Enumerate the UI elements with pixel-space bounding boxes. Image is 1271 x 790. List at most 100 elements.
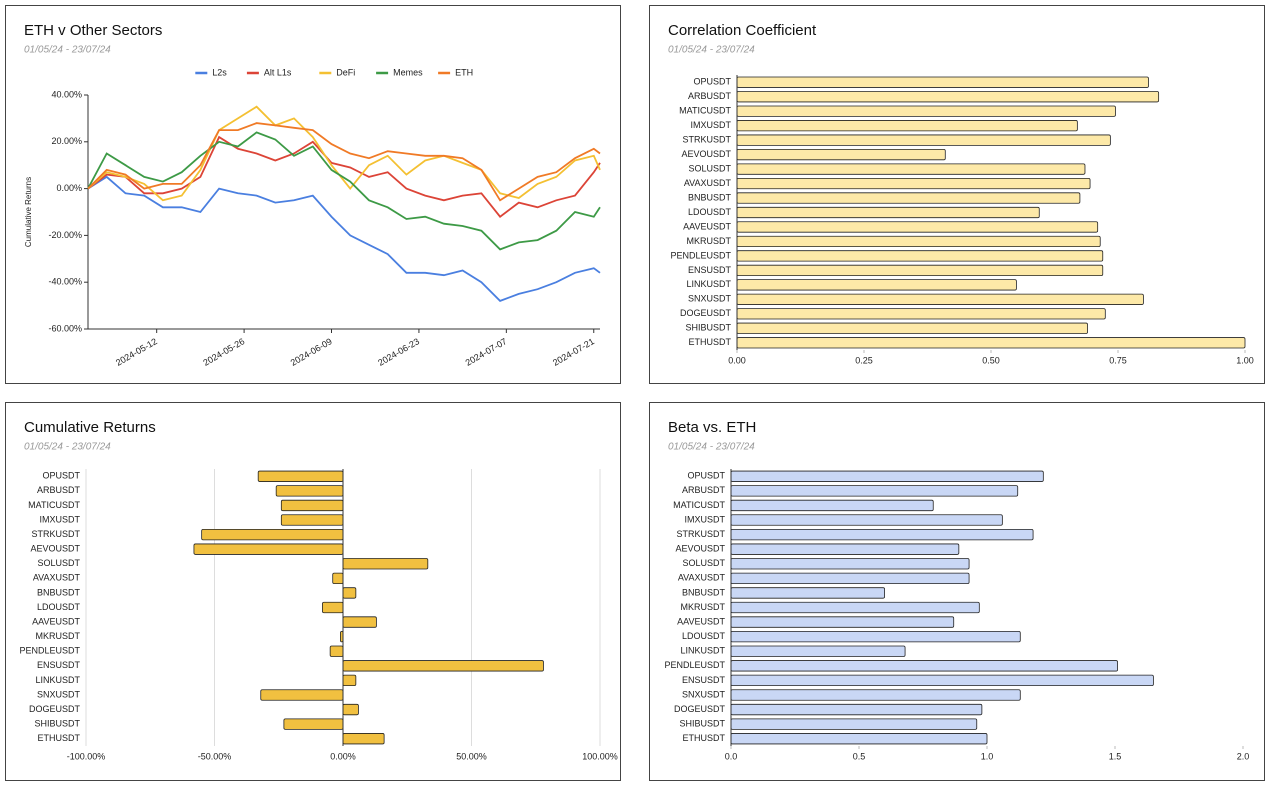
category-label: SNXUSDT bbox=[688, 294, 732, 304]
bar bbox=[730, 616, 955, 628]
chart-title: Cumulative Returns bbox=[24, 419, 156, 436]
series-line bbox=[87, 135, 601, 218]
bar bbox=[736, 177, 1091, 190]
legend-label: Memes bbox=[393, 67, 423, 77]
bar bbox=[730, 558, 970, 570]
category-label: PENDLEUSDT bbox=[19, 646, 80, 656]
bar bbox=[736, 192, 1081, 204]
category-label: DOGEUSDT bbox=[674, 704, 726, 714]
bar bbox=[736, 264, 1104, 277]
bar bbox=[342, 587, 357, 599]
category-label: STRKUSDT bbox=[682, 135, 731, 145]
category-label: SOLUSDT bbox=[37, 558, 80, 568]
x-tick-label: -100.00% bbox=[67, 751, 106, 761]
bar bbox=[342, 558, 429, 570]
category-label: LDOUSDT bbox=[688, 207, 732, 217]
bar bbox=[275, 485, 344, 497]
bar bbox=[730, 733, 988, 745]
chart-subtitle: 01/05/24 - 23/07/24 bbox=[668, 45, 755, 56]
bar bbox=[322, 601, 344, 614]
bar bbox=[736, 322, 1088, 334]
bar bbox=[730, 528, 1034, 541]
bar bbox=[730, 572, 970, 584]
bar bbox=[736, 337, 1246, 349]
category-label: ENSUSDT bbox=[682, 675, 726, 685]
x-tick-label: 0.0 bbox=[725, 751, 738, 761]
bar bbox=[736, 235, 1101, 248]
category-label: ARBUSDT bbox=[682, 485, 726, 495]
category-label: SHIBUSDT bbox=[679, 719, 725, 729]
chart-panel: Beta vs. ETH 01/05/24 - 23/07/24 0.0 0.5 1.0… bbox=[649, 402, 1265, 781]
bar bbox=[730, 689, 1021, 701]
chart-title: ETH v Other Sectors bbox=[24, 22, 162, 39]
x-tick-label: -50.00% bbox=[198, 751, 232, 761]
bar bbox=[736, 221, 1099, 233]
category-label: OPUSDT bbox=[42, 471, 80, 481]
chart-subtitle: 01/05/24 - 23/07/24 bbox=[668, 442, 755, 453]
category-label: SOLUSDT bbox=[688, 163, 731, 173]
chart-title: Correlation Coefficient bbox=[668, 22, 817, 39]
category-label: ETHUSDT bbox=[689, 337, 732, 347]
x-tick-label: 1.00 bbox=[1236, 355, 1254, 365]
series-line bbox=[87, 175, 601, 302]
x-tick-label: 2.0 bbox=[1237, 751, 1250, 761]
bar bbox=[260, 689, 344, 701]
category-label: BNBUSDT bbox=[37, 587, 81, 597]
bar bbox=[736, 308, 1106, 320]
category-label: MKRUSDT bbox=[36, 631, 81, 641]
category-label: AEVOUSDT bbox=[30, 544, 80, 554]
bar bbox=[730, 587, 886, 599]
category-label: SNXUSDT bbox=[682, 689, 726, 699]
chart-title: Beta vs. ETH bbox=[668, 419, 756, 436]
category-label: DOGEUSDT bbox=[680, 308, 732, 318]
x-tick-label: 0.25 bbox=[855, 355, 873, 365]
bar bbox=[342, 616, 377, 628]
category-label: ETHUSDT bbox=[38, 733, 81, 743]
category-label: ARBUSDT bbox=[37, 485, 81, 495]
bar bbox=[730, 543, 960, 555]
category-label: AEVOUSDT bbox=[681, 149, 731, 159]
panel-border bbox=[5, 402, 621, 781]
category-label: AAVEUSDT bbox=[677, 616, 725, 626]
y-tick-label: 40.00% bbox=[51, 89, 82, 99]
bar bbox=[280, 514, 344, 526]
bar bbox=[730, 631, 1021, 643]
category-label: AAVEUSDT bbox=[32, 616, 80, 626]
bar bbox=[736, 293, 1144, 305]
category-label: MATICUSDT bbox=[679, 106, 731, 116]
bar bbox=[730, 660, 1118, 672]
chart-panel: Correlation Coefficient 01/05/24 - 23/07/… bbox=[649, 5, 1265, 384]
x-tick-label: 1.0 bbox=[981, 751, 994, 761]
bar bbox=[342, 733, 385, 745]
x-tick-label: 50.00% bbox=[456, 751, 487, 761]
chart-subtitle: 01/05/24 - 23/07/24 bbox=[24, 45, 111, 56]
y-tick-label: -60.00% bbox=[48, 323, 82, 333]
bar bbox=[201, 528, 344, 541]
category-label: IMXUSDT bbox=[40, 514, 81, 524]
x-tick-label: 1.5 bbox=[1109, 751, 1122, 761]
category-label: LDOUSDT bbox=[37, 602, 81, 612]
category-label: STRKUSDT bbox=[676, 529, 725, 539]
category-label: MKRUSDT bbox=[687, 236, 732, 246]
y-axis-title: Cumulative Returns bbox=[24, 177, 33, 247]
bar bbox=[730, 601, 980, 614]
bar bbox=[257, 470, 344, 482]
category-label: DOGEUSDT bbox=[29, 704, 81, 714]
series-line bbox=[87, 131, 601, 251]
category-label: STRKUSDT bbox=[31, 529, 80, 539]
chart-panel: ETH v Other Sectors 01/05/24 - 23/07/24 -6… bbox=[5, 5, 621, 384]
category-label: MATICUSDT bbox=[673, 500, 725, 510]
x-tick-label: 0.00% bbox=[330, 751, 356, 761]
category-label: SOLUSDT bbox=[682, 558, 725, 568]
y-tick-label: 0.00% bbox=[56, 183, 82, 193]
legend-label: DeFi bbox=[336, 67, 355, 77]
bar bbox=[342, 703, 359, 716]
category-label: IMXUSDT bbox=[691, 120, 732, 130]
x-tick-label: 0.75 bbox=[1109, 355, 1127, 365]
category-label: PENDLEUSDT bbox=[670, 250, 731, 260]
category-label: AEVOUSDT bbox=[675, 544, 725, 554]
bar bbox=[280, 499, 344, 512]
category-label: BNBUSDT bbox=[688, 192, 732, 202]
bar bbox=[730, 645, 906, 657]
